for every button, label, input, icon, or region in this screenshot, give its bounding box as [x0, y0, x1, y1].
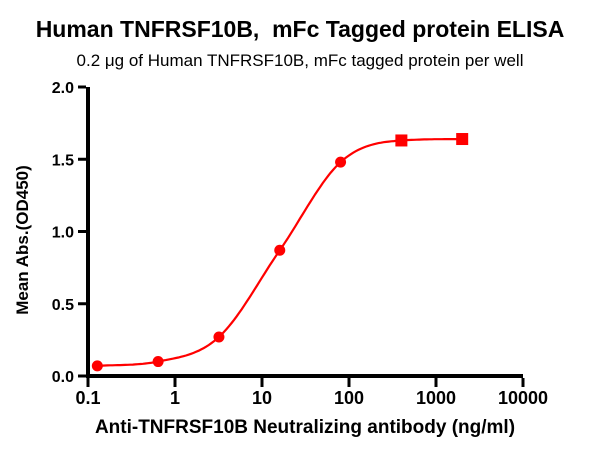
y-tick-label: 1.5 [52, 152, 74, 169]
y-tick-label: 2.0 [52, 80, 74, 97]
x-tick-label: 1000 [416, 388, 456, 408]
data-point-circle [152, 356, 164, 368]
x-tick-label: 1 [170, 388, 180, 408]
data-point-circle [274, 244, 286, 256]
data-point-circle [335, 156, 347, 168]
y-tick-label: 1.0 [52, 225, 74, 242]
data-point-square [456, 133, 469, 146]
data-point-square [395, 134, 408, 147]
data-point-circle [213, 331, 225, 343]
x-tick-label: 100 [334, 388, 364, 408]
x-axis-label: Anti-TNFRSF10B Neutralizing antibody (ng… [94, 417, 516, 438]
y-tick-label: 0.5 [52, 297, 74, 314]
data-point-circle [91, 360, 103, 372]
chart-subtitle: 0.2 μg of Human TNFRSF10B, mFc tagged pr… [76, 51, 524, 70]
chart-title: Human TNFRSF10B, mFc Tagged protein ELIS… [35, 16, 565, 42]
x-tick-label: 10 [252, 388, 272, 408]
y-tick-label: 0.0 [52, 369, 74, 386]
x-tick-label: 10000 [498, 388, 548, 408]
x-tick-label: 0.1 [75, 388, 100, 408]
